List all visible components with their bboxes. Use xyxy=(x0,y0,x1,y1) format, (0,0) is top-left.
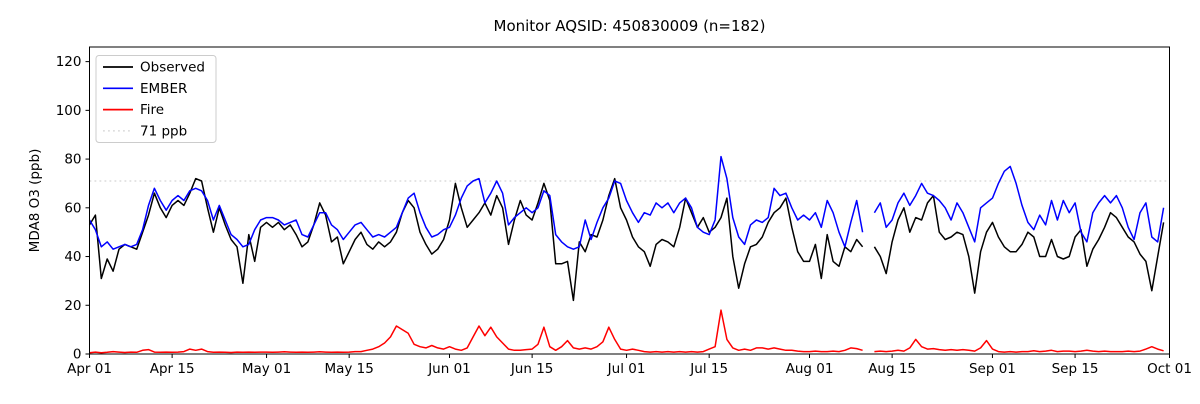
x-tick-label: Aug 15 xyxy=(868,361,916,377)
y-tick-label: 80 xyxy=(64,152,81,168)
series-line-ember xyxy=(873,165,1165,243)
x-tick-label: Apr 01 xyxy=(67,361,112,377)
x-tick-label: May 01 xyxy=(242,361,291,377)
chart-title: Monitor AQSID: 450830009 (n=182) xyxy=(494,17,766,35)
legend-label: Observed xyxy=(140,60,205,76)
y-tick-label: 0 xyxy=(73,347,82,363)
y-tick-label: 60 xyxy=(64,200,81,216)
x-tick-label: May 15 xyxy=(324,361,373,377)
x-tick-label: Aug 01 xyxy=(786,361,834,377)
x-tick-label: Jul 15 xyxy=(689,361,728,377)
y-tick-label: 40 xyxy=(64,249,81,265)
legend-label: 71 ppb xyxy=(140,123,187,139)
plot-area: 0 20 40 60 80 100 120 Apr 01 Apr 15 May 01 May 15 J… xyxy=(56,46,1192,377)
series-line-ember xyxy=(88,155,864,250)
legend-label: Fire xyxy=(140,102,164,118)
legend-box xyxy=(95,55,217,143)
legend: Observed EMBER Fire 71 ppb xyxy=(95,55,217,143)
series-line-fire xyxy=(874,338,1164,353)
axes-spines xyxy=(89,46,1170,355)
y-axis-label: MDA8 O3 (ppb) xyxy=(27,149,43,253)
y-tick-label: 20 xyxy=(64,298,81,314)
x-tick-label: Sep 15 xyxy=(1052,361,1099,377)
y-tick-label: 120 xyxy=(56,54,82,70)
x-tick-label: Jun 01 xyxy=(427,361,471,377)
y-tick-label: 100 xyxy=(56,103,82,119)
x-tick-label: Jun 15 xyxy=(510,361,554,377)
x-tick-label: Jul 01 xyxy=(607,361,646,377)
series-line-observed xyxy=(88,177,864,302)
x-tick-label: Apr 15 xyxy=(150,361,195,377)
legend-label: EMBER xyxy=(140,81,187,97)
series-line-observed xyxy=(873,194,1165,294)
x-tick-label: Sep 01 xyxy=(969,361,1016,377)
series-line-fire xyxy=(89,309,863,354)
x-tick-label: Oct 01 xyxy=(1147,361,1192,377)
